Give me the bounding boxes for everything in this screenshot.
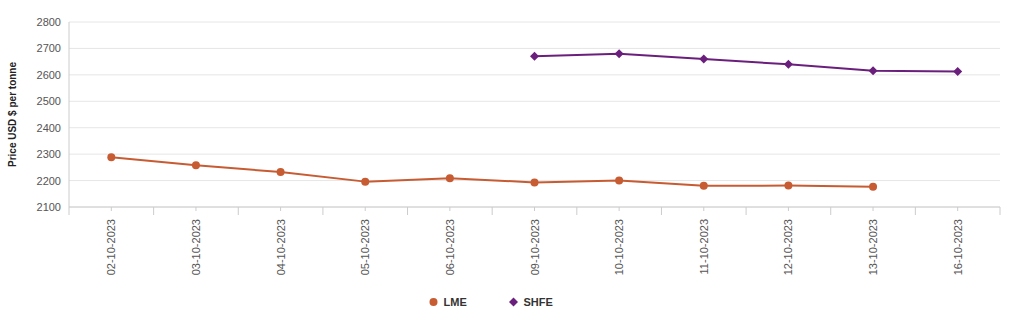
grid-line <box>69 101 1000 102</box>
x-tick-separator <box>492 207 493 215</box>
x-tick <box>365 207 366 211</box>
legend-symbol <box>430 298 438 306</box>
x-tick-separator <box>407 207 408 215</box>
x-tick-separator <box>746 207 747 215</box>
x-tick-label: 10-10-2023 <box>613 219 625 275</box>
x-tick-label: 05-10-2023 <box>359 219 371 275</box>
y-axis <box>69 22 70 207</box>
x-tick-label: 02-10-2023 <box>105 219 117 275</box>
y-tick-label: 2100 <box>37 201 61 213</box>
x-tick <box>280 207 281 211</box>
data-point[interactable] <box>530 52 539 61</box>
x-tick <box>619 207 620 211</box>
y-tick-label: 2500 <box>37 95 61 107</box>
data-point[interactable] <box>869 183 877 191</box>
x-tick-separator <box>661 207 662 215</box>
y-tick-label: 2400 <box>37 122 61 134</box>
data-point[interactable] <box>700 182 708 190</box>
grid-line <box>69 74 1000 75</box>
series-line <box>535 54 958 72</box>
x-tick-label: 12-10-2023 <box>782 219 794 275</box>
data-point[interactable] <box>361 178 369 186</box>
data-point[interactable] <box>531 178 539 186</box>
legend-symbol <box>509 298 518 307</box>
x-tick-separator <box>322 207 323 215</box>
x-tick-separator <box>69 207 70 215</box>
x-tick-label: 09-10-2023 <box>529 219 541 275</box>
grid-line <box>69 48 1000 49</box>
x-tick <box>788 207 789 211</box>
data-point[interactable] <box>699 55 708 64</box>
y-tick-label: 2600 <box>37 69 61 81</box>
x-tick-separator <box>1000 207 1001 215</box>
x-tick-label: 03-10-2023 <box>190 219 202 275</box>
x-tick-separator <box>153 207 154 215</box>
data-point[interactable] <box>784 60 793 69</box>
series-line <box>111 157 873 186</box>
x-tick-label: 04-10-2023 <box>275 219 287 275</box>
data-point[interactable] <box>446 174 454 182</box>
data-point[interactable] <box>107 153 115 161</box>
data-point[interactable] <box>953 67 962 76</box>
x-tick-separator <box>576 207 577 215</box>
grid-line <box>69 127 1000 128</box>
y-tick-label: 2300 <box>37 148 61 160</box>
data-point[interactable] <box>192 161 200 169</box>
x-tick-label: 11-10-2023 <box>698 219 710 274</box>
data-point[interactable] <box>784 182 792 190</box>
y-tick-label: 2800 <box>37 16 61 28</box>
legend: LME SHFE <box>430 296 553 308</box>
legend-label[interactable]: SHFE <box>524 296 553 308</box>
x-tick <box>873 207 874 211</box>
data-point[interactable] <box>615 177 623 185</box>
x-tick-label: 13-10-2023 <box>867 219 879 275</box>
grid-line <box>69 22 1000 23</box>
data-point[interactable] <box>615 49 624 58</box>
legend-label[interactable]: LME <box>444 296 467 308</box>
x-tick-label: 06-10-2023 <box>444 219 456 275</box>
x-tick <box>957 207 958 211</box>
x-tick-separator <box>915 207 916 215</box>
x-tick-separator <box>830 207 831 215</box>
y-axis-title: Price USD $ per tonne <box>7 62 18 167</box>
plot-area <box>107 49 962 190</box>
x-tick <box>111 207 112 211</box>
data-point[interactable] <box>277 168 285 176</box>
grid-line <box>69 154 1000 155</box>
chart: 2100 2200 2300 2400 2500 2600 2700 2800 Price US… <box>0 0 1011 319</box>
y-tick-label: 2700 <box>37 42 61 54</box>
x-tick-separator <box>238 207 239 215</box>
x-tick-label: 16-10-2023 <box>952 219 964 275</box>
x-tick <box>703 207 704 211</box>
x-tick <box>534 207 535 211</box>
x-tick <box>449 207 450 211</box>
x-tick <box>195 207 196 211</box>
y-tick-label: 2200 <box>37 175 61 187</box>
data-point[interactable] <box>869 66 878 75</box>
